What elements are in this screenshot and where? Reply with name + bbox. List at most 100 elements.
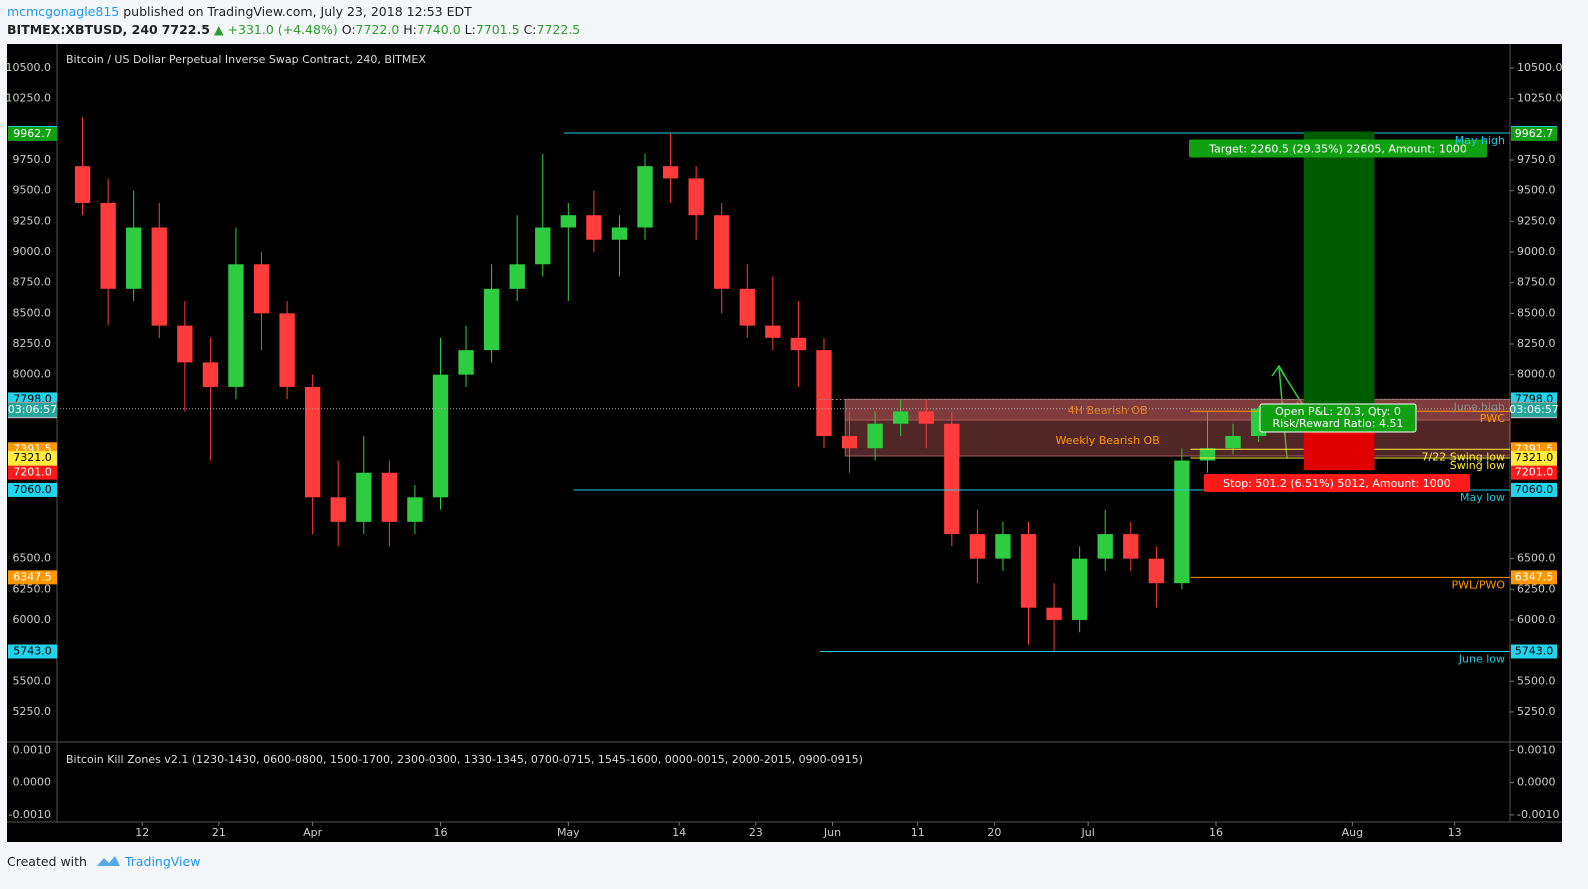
x-tick-label: Jul xyxy=(1081,826,1095,839)
candle-body xyxy=(816,350,832,436)
price-badge-label: 7201.0 xyxy=(1515,466,1554,479)
y-tick-label: 6250.0 xyxy=(1517,582,1556,595)
level-label: Swing low xyxy=(1450,459,1505,472)
candle-body xyxy=(586,215,602,240)
price-badge-label: 7060.0 xyxy=(13,483,52,496)
price-badge xyxy=(8,482,57,497)
price-badge xyxy=(8,570,57,585)
level-label: PWC xyxy=(1480,412,1506,425)
candle xyxy=(202,337,219,461)
author[interactable]: mcmcgonagle815 xyxy=(7,4,120,19)
candle-body xyxy=(1199,448,1216,461)
candle-body xyxy=(918,411,934,424)
candle-body xyxy=(1148,558,1165,584)
candle-body xyxy=(74,166,91,203)
l: 7701.5 xyxy=(475,22,520,37)
candle-body xyxy=(356,472,372,522)
x-tick-label: May xyxy=(557,826,580,839)
candle xyxy=(662,133,679,203)
candle xyxy=(739,264,755,338)
chart-title: Bitcoin / US Dollar Perpetual Inverse Sw… xyxy=(66,53,426,66)
pnl-label-bg xyxy=(1259,403,1417,433)
c-label: C: xyxy=(523,22,537,37)
candle-body xyxy=(202,362,219,387)
l-label: L: xyxy=(464,22,476,37)
price-badge xyxy=(1511,450,1557,465)
level-label: June high xyxy=(1453,400,1505,413)
price-badge-label: 5743.0 xyxy=(1515,644,1554,657)
candle xyxy=(151,202,167,338)
candle xyxy=(177,301,193,412)
candle xyxy=(586,190,602,253)
candle xyxy=(279,301,295,400)
candle xyxy=(637,153,653,240)
candle-body xyxy=(253,264,270,314)
price-badge-label: 9962.7 xyxy=(1515,127,1554,140)
candle xyxy=(228,227,244,400)
candle xyxy=(535,153,551,277)
candle-body xyxy=(765,325,781,338)
price-badge-label: 5743.0 xyxy=(13,644,52,657)
symbol-line: BITMEX:XBTUSD, 240 7722.5 ▲ +331.0 (+4.4… xyxy=(7,22,580,37)
target-zone xyxy=(1303,131,1375,409)
candle-body xyxy=(1071,558,1088,620)
level-label: PWL/PWO xyxy=(1451,578,1505,591)
y-tick-label: 6250.0 xyxy=(13,582,52,595)
x-tick-label: 23 xyxy=(749,826,763,839)
candle-body xyxy=(483,288,500,351)
countdown-badge xyxy=(1511,402,1557,417)
price-badge xyxy=(1511,570,1557,585)
y-tick-label: 6500.0 xyxy=(1517,552,1556,565)
y-tick-label: 10250.0 xyxy=(1517,92,1563,105)
candle xyxy=(841,411,858,473)
y-tick-label: 5500.0 xyxy=(13,674,52,687)
candle xyxy=(969,509,986,584)
y-tick-label: 8250.0 xyxy=(13,337,52,350)
y-tick-label: 5500.0 xyxy=(1517,674,1556,687)
target-label: Target: 2260.5 (29.35%) 22605, Amount: 1… xyxy=(1208,142,1467,155)
y-tick-label: 9000.0 xyxy=(13,245,52,258)
y-tick-label: 8750.0 xyxy=(13,276,52,289)
candle-body xyxy=(100,202,116,289)
candle-body xyxy=(611,227,628,240)
x-tick-label: Apr xyxy=(303,826,323,839)
candle xyxy=(509,215,525,302)
y-tick-label: 5250.0 xyxy=(1517,705,1556,718)
brand[interactable]: TradingView xyxy=(124,854,201,869)
candle-body xyxy=(177,325,193,363)
ind-tick-label: 0.0010 xyxy=(1517,743,1556,756)
candle xyxy=(1123,521,1139,571)
x-tick-label: 12 xyxy=(135,826,149,839)
candle xyxy=(74,117,91,216)
candle-body xyxy=(1174,460,1190,584)
candle-body xyxy=(458,350,474,375)
price-badge-label: 7060.0 xyxy=(1515,483,1554,496)
candle-body xyxy=(739,288,755,326)
ind-tick-label: 0.0010 xyxy=(13,743,52,756)
candle xyxy=(1097,509,1113,571)
candle-body xyxy=(509,264,525,289)
candle-body xyxy=(330,497,346,522)
y-tick-label: 9250.0 xyxy=(13,214,52,227)
x-tick-label: 20 xyxy=(987,826,1001,839)
o: 7722.0 xyxy=(355,22,400,37)
candle xyxy=(893,399,909,436)
stop-label: Stop: 501.2 (6.51%) 5012, Amount: 1000 xyxy=(1223,477,1451,490)
price-badge-label: 9962.7 xyxy=(13,127,52,140)
price-badge-label: 6347.5 xyxy=(13,570,52,583)
x-tick-label: 13 xyxy=(1448,826,1462,839)
logo xyxy=(96,856,120,866)
candle xyxy=(944,411,960,547)
countdown: 03:06:57 xyxy=(1509,403,1558,416)
chart-bg xyxy=(7,44,1562,842)
price-badge xyxy=(1511,126,1557,141)
candle-body xyxy=(688,178,704,216)
price-badge-label: 6347.5 xyxy=(1515,570,1554,583)
candle xyxy=(918,399,934,449)
y-tick-label: 8500.0 xyxy=(13,306,52,319)
y-tick-label: 8500.0 xyxy=(1517,306,1556,319)
candle xyxy=(1174,448,1190,590)
price-badge xyxy=(8,644,57,659)
